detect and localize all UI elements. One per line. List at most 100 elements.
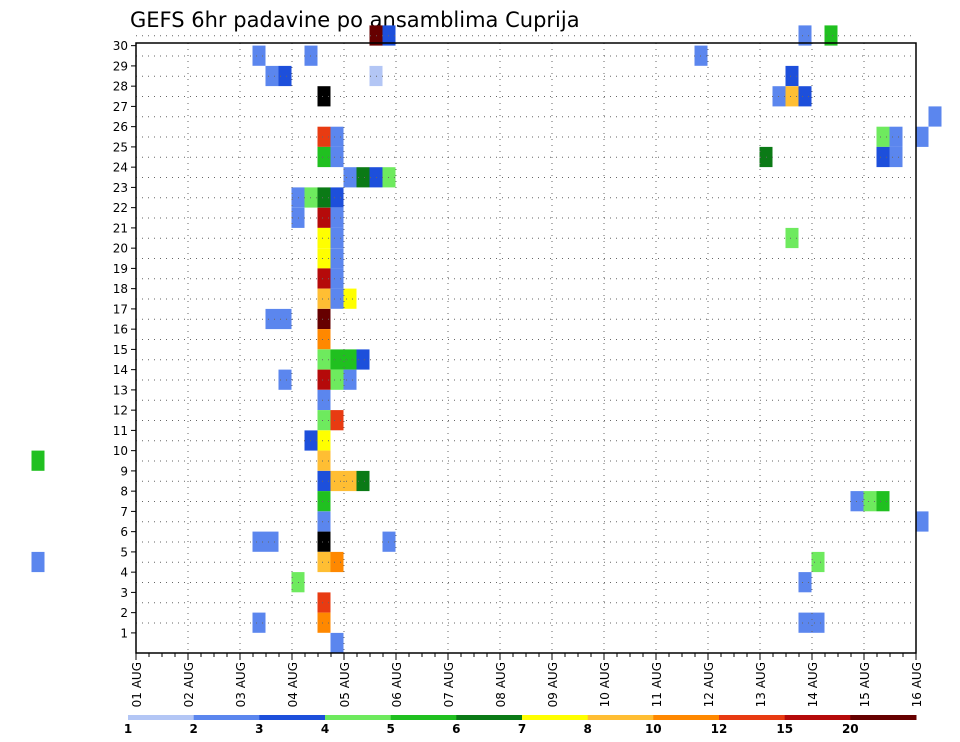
colorbar-tick-label: 12: [711, 722, 728, 736]
heatmap-cell: [252, 45, 266, 66]
x-tick-label: 06 AUG: [390, 662, 404, 707]
y-tick-label: 9: [120, 464, 128, 478]
heatmap-cell: [928, 106, 942, 127]
heatmap-cell: [317, 227, 331, 249]
heatmap-cell: [876, 146, 890, 168]
colorbar-segment: [193, 715, 260, 720]
heatmap-cell: [317, 268, 331, 289]
heatmap-cell: [811, 551, 825, 573]
heatmap-cell: [317, 146, 331, 168]
x-tick-label: 07 AUG: [442, 662, 456, 707]
heatmap-cell: [317, 369, 331, 390]
colorbar-segment: [653, 715, 720, 720]
y-tick-label: 22: [113, 201, 128, 215]
x-tick-label: 11 AUG: [650, 662, 664, 707]
heatmap-cell: [317, 207, 331, 228]
heatmap-cell: [278, 308, 292, 330]
grid-lines: [136, 35, 917, 653]
heatmap-cell: [317, 491, 331, 512]
heatmap-cell: [317, 470, 331, 492]
heatmap-cell: [343, 369, 357, 390]
heatmap-cell: [317, 531, 331, 552]
y-tick-label: 7: [120, 505, 128, 519]
heatmap-cell: [317, 248, 331, 269]
heatmap-cell: [330, 126, 344, 147]
heatmap-cell: [915, 126, 929, 147]
heatmap-cell: [330, 551, 344, 573]
y-tick-label: 11: [113, 424, 128, 438]
heatmap-cell: [343, 167, 357, 188]
colorbar-segment: [128, 715, 195, 720]
heatmap-cell: [317, 389, 331, 411]
heatmap-cell: [330, 187, 344, 208]
y-tick-label: 2: [120, 606, 128, 620]
heatmap-cell: [798, 25, 812, 46]
heatmap-cell: [343, 470, 357, 492]
heatmap-cell: [330, 349, 344, 370]
y-tick-label: 28: [113, 80, 128, 94]
y-tick-label: 15: [113, 343, 128, 357]
heatmap-cell: [824, 25, 838, 46]
y-tick-label: 16: [113, 323, 128, 337]
heatmap-cell: [317, 592, 331, 613]
y-tick-label: 26: [113, 120, 128, 134]
x-tick-label: 04 AUG: [286, 662, 300, 707]
heatmap-cell: [252, 531, 266, 552]
y-tick-label: 21: [113, 221, 128, 235]
heatmap-cell: [265, 531, 279, 552]
y-tick-label: 13: [113, 383, 128, 397]
heatmap-cell: [785, 227, 799, 249]
y-tick-label: 1: [120, 626, 128, 640]
y-tick-label: 23: [113, 181, 128, 195]
heatmap-cell: [252, 612, 266, 633]
heatmap-cell: [798, 612, 812, 633]
y-tick-label: 10: [113, 444, 128, 458]
y-tick-label: 4: [120, 566, 128, 580]
heatmap-cell: [330, 248, 344, 269]
heatmap-cell: [317, 410, 331, 431]
heatmap-cell: [317, 187, 331, 208]
y-tick-label: 12: [113, 404, 128, 418]
y-tick-label: 19: [113, 262, 128, 276]
heatmap-cell: [889, 146, 903, 168]
heatmap-cell: [330, 268, 344, 289]
heatmap-cell: [317, 430, 331, 451]
colorbar-segment: [587, 715, 654, 720]
colorbar-tick-label: 2: [190, 722, 198, 736]
x-tick-label: 13 AUG: [754, 662, 768, 707]
x-tick-label: 12 AUG: [702, 662, 716, 707]
colorbar-tick-label: 1: [124, 722, 132, 736]
x-tick-label: 16 AUG: [910, 662, 924, 707]
heatmap-cell: [343, 349, 357, 370]
heatmap-cell: [889, 126, 903, 147]
heatmap-cell: [798, 572, 812, 593]
heatmap-cell: [798, 86, 812, 107]
heatmap-cell: [785, 65, 799, 87]
colorbar-tick-label: 8: [584, 722, 592, 736]
heatmap-cell: [330, 227, 344, 249]
heatmap-cell: [317, 308, 331, 330]
y-tick-label: 17: [113, 302, 128, 316]
y-tick-label: 14: [113, 363, 128, 377]
x-tick-label: 03 AUG: [234, 662, 248, 707]
heatmap-cell: [317, 86, 331, 107]
chart-title: GEFS 6hr padavine po ansamblima Cuprija: [130, 8, 580, 32]
heatmap-cell: [811, 612, 825, 633]
colorbar: 1 2 3 4 5 6 7 8 10 12 15 20: [124, 715, 917, 736]
heatmap-cell: [265, 308, 279, 330]
x-tick-label: 01 AUG: [130, 662, 144, 707]
heatmap-cells: [31, 25, 942, 654]
colorbar-tick-label: 7: [518, 722, 526, 736]
heatmap-cell: [31, 551, 45, 573]
heatmap-cell: [278, 65, 292, 87]
colorbar-segment: [325, 715, 392, 720]
x-tick-label: 05 AUG: [338, 662, 352, 707]
y-tick-label: 6: [120, 525, 128, 539]
x-tick-label: 10 AUG: [598, 662, 612, 707]
heatmap-cell: [343, 288, 357, 309]
colorbar-segment: [390, 715, 457, 720]
heatmap-cell: [317, 450, 331, 471]
heatmap-cell: [330, 470, 344, 492]
heatmap-cell: [876, 491, 890, 512]
